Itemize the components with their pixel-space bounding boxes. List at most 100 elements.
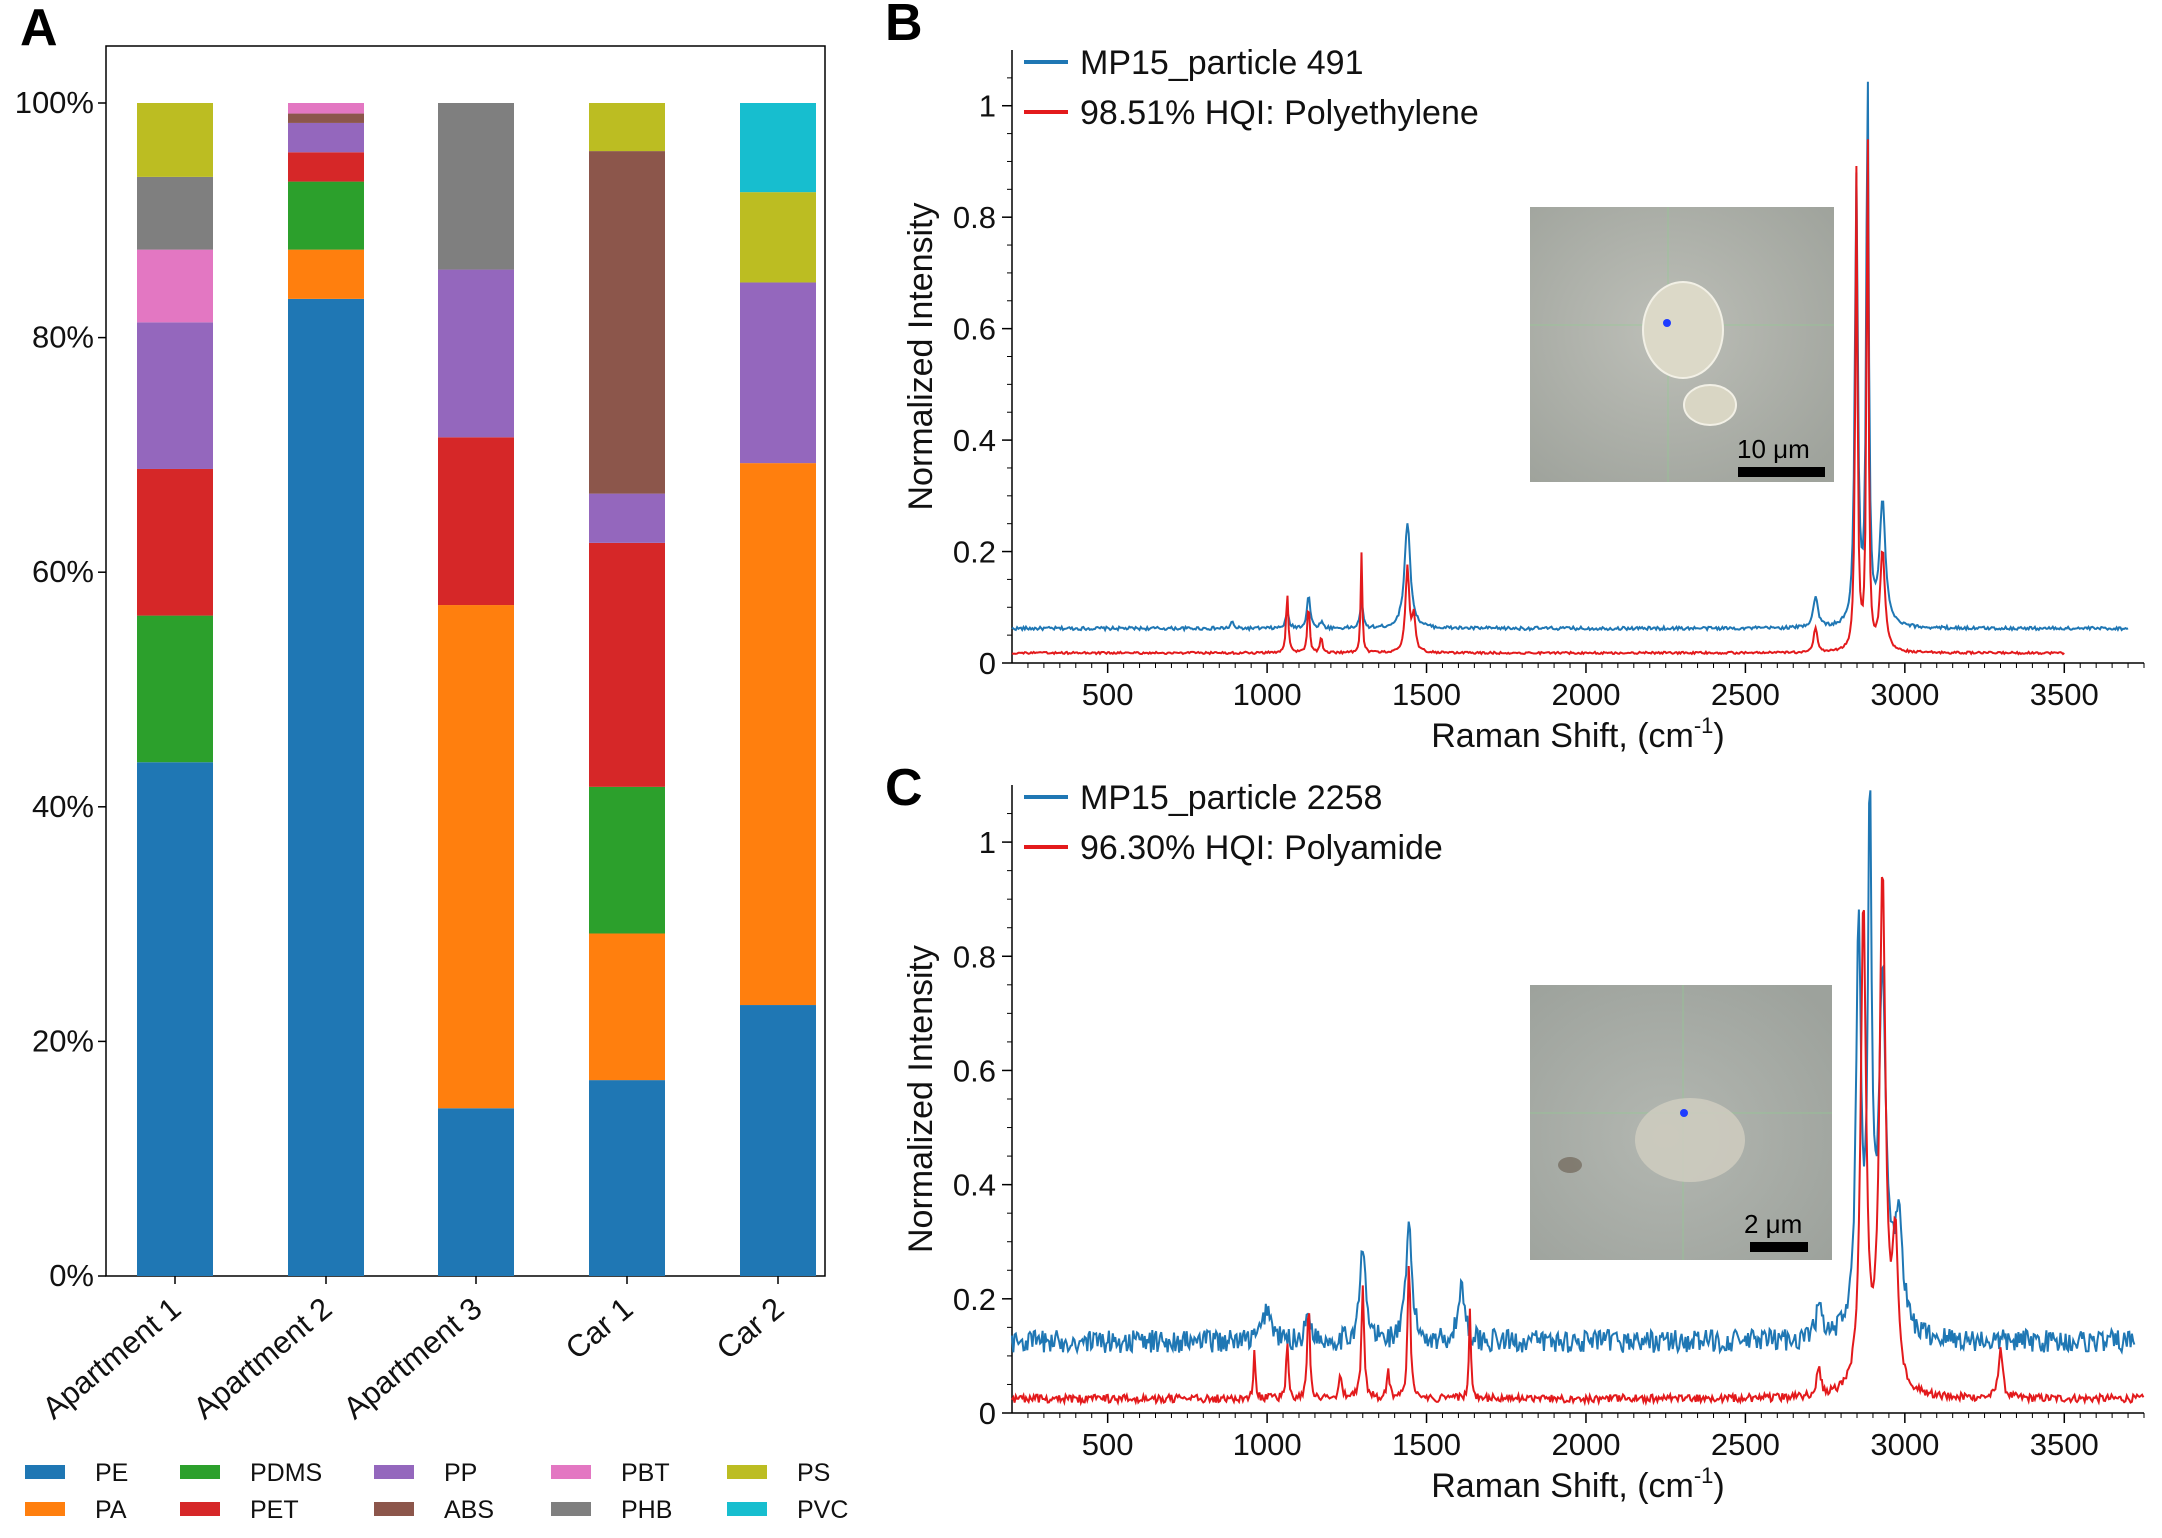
x-tick-label: 2500: [1711, 1427, 1780, 1462]
legend-swatch-pa: [25, 1502, 65, 1516]
legend-label: MP15_particle 2258: [1080, 779, 1382, 817]
y-tick-label: 0.4: [953, 423, 996, 458]
panel-c-scalebar-label: 2 μm: [1744, 1209, 1802, 1239]
legend-label-pe: PE: [95, 1459, 128, 1487]
x-tick-label: 3500: [2030, 1427, 2099, 1462]
bar-car-1-pe: [589, 1080, 665, 1276]
y-tick-label: 0.8: [953, 939, 996, 974]
x-tick-label: 2000: [1551, 677, 1620, 712]
panel-c-plot: 500 1000 1500 2000 2500 3000 3500 0 0.2 0.4 0.6 0.8…: [902, 779, 2145, 1505]
x-tick-label: 1000: [1233, 1427, 1302, 1462]
bar-apartment-1-ps: [137, 103, 213, 177]
bar-apartment-1-phb: [137, 176, 213, 250]
x-tick-label: 1000: [1233, 677, 1302, 712]
bar-car-1-pa: [589, 933, 665, 1081]
series-line-sample: [1011, 790, 2136, 1356]
x-tick-label: Car 2: [710, 1291, 791, 1367]
particle-shape: [1635, 1098, 1745, 1182]
bar-apartment-2-abs: [288, 113, 364, 123]
measurement-point: [1680, 1109, 1688, 1117]
bar-apartment-2-pet: [288, 152, 364, 182]
legend-swatch-pp: [374, 1465, 414, 1479]
legend-swatch-abs: [374, 1502, 414, 1516]
y-tick-label: 20%: [32, 1023, 94, 1058]
bar-car-1-pdms: [589, 786, 665, 934]
y-axis-label: Normalized Intensity: [902, 202, 940, 510]
bar-apartment-2-pe: [288, 298, 364, 1276]
x-tick-label: Car 1: [559, 1291, 640, 1367]
bar-car-1-pp: [589, 493, 665, 543]
x-tick-label: Apartment 3: [337, 1291, 489, 1426]
panel-a-bars: [137, 103, 816, 1276]
series-line-reference: [1011, 139, 2065, 656]
legend-label-pvc: PVC: [797, 1496, 848, 1524]
x-tick-label: 2500: [1711, 677, 1780, 712]
legend-label-ps: PS: [797, 1459, 830, 1487]
y-tick-label: 1: [979, 825, 996, 860]
series-line-reference: [1011, 876, 2145, 1407]
bar-apartment-3-pp: [438, 269, 514, 438]
x-tick-label: Apartment 2: [187, 1291, 339, 1426]
x-axis-label: Raman Shift, (cm-1): [1431, 713, 1725, 755]
legend-label-abs: ABS: [444, 1496, 494, 1524]
panel-a-legend: PE PA PDMS PET PP ABS PBT PHB PS PVC: [25, 1459, 848, 1524]
legend-label: MP15_particle 491: [1080, 44, 1364, 82]
panel-a: A 0%20%40%60%80%100% Apartment 1 Apartmen…: [15, 0, 849, 1524]
measurement-point: [1663, 319, 1671, 327]
x-tick-label: 3500: [2030, 677, 2099, 712]
y-tick-label: 1: [979, 89, 996, 124]
bar-apartment-2-pdms: [288, 181, 364, 250]
legend-label: 96.30% HQI: Polyamide: [1080, 829, 1443, 867]
particle-shape: [1642, 281, 1724, 379]
y-tick-label: 0: [979, 646, 996, 681]
legend-label-pet: PET: [250, 1496, 299, 1524]
y-tick-label: 0.8: [953, 200, 996, 235]
bar-apartment-1-pdms: [137, 615, 213, 763]
legend-swatch-pbt: [551, 1465, 591, 1479]
y-tick-label: 0: [979, 1396, 996, 1431]
bar-apartment-2-pa: [288, 249, 364, 299]
bar-apartment-1-pe: [137, 762, 213, 1276]
bar-car-2-pvc: [740, 103, 816, 193]
panel-c-label: C: [885, 759, 923, 817]
x-tick-label: 3000: [1870, 1427, 1939, 1462]
bar-apartment-3-pe: [438, 1108, 514, 1276]
legend-swatch-ps: [727, 1465, 767, 1479]
y-tick-label: 0.6: [953, 312, 996, 347]
bar-apartment-1-pbt: [137, 249, 213, 323]
x-tick-label: 1500: [1392, 1427, 1461, 1462]
y-tick-label: 0.2: [953, 1282, 996, 1317]
y-tick-label: 0.2: [953, 535, 996, 570]
legend-swatch-phb: [551, 1502, 591, 1516]
bar-car-1-pet: [589, 542, 665, 787]
panel-b-plot: 500 1000 1500 2000 2500 3000 3500 0 0.2 0.4 0.6 0.8…: [902, 44, 2145, 755]
bar-car-1-ps: [589, 103, 665, 152]
series-line-sample: [1011, 81, 2129, 633]
legend-label-pbt: PBT: [621, 1459, 670, 1487]
legend-label-pdms: PDMS: [250, 1459, 322, 1487]
bar-car-2-pe: [740, 1005, 816, 1276]
panel-a-label: A: [20, 0, 58, 57]
x-tick-label: 2000: [1551, 1427, 1620, 1462]
y-tick-label: 0.6: [953, 1053, 996, 1088]
panel-b: B 500 1000 1500 2000 2500 3000 3500 0 0.2 0.4 0.6 0…: [885, 0, 2145, 755]
panel-b-scalebar-label: 10 μm: [1737, 434, 1810, 464]
panel-b-inset: 10 μm: [1530, 207, 1834, 482]
y-tick-label: 0.4: [953, 1168, 996, 1203]
y-tick-label: 40%: [32, 789, 94, 824]
legend-label-pa: PA: [95, 1496, 127, 1524]
panel-c-inset: 2 μm: [1530, 985, 1832, 1260]
legend-swatch-pdms: [180, 1465, 220, 1479]
panel-c: C 500 1000 1500 2000 2500 3000 3500 0 0.2 0.4 0.6 0…: [885, 759, 2145, 1505]
y-axis-label: Normalized Intensity: [902, 945, 940, 1253]
x-tick-label: Apartment 1: [36, 1291, 188, 1426]
panel-a-y-axis: 0% 20% 40% 60% 80% 100%: [15, 85, 106, 1293]
legend-swatch-pvc: [727, 1502, 767, 1516]
bar-car-2-pa: [740, 463, 816, 1006]
x-tick-label: 500: [1082, 1427, 1134, 1462]
x-axis-label: Raman Shift, (cm-1): [1431, 1463, 1725, 1505]
legend-label: 98.51% HQI: Polyethylene: [1080, 94, 1479, 132]
y-tick-label: 0%: [49, 1258, 94, 1293]
